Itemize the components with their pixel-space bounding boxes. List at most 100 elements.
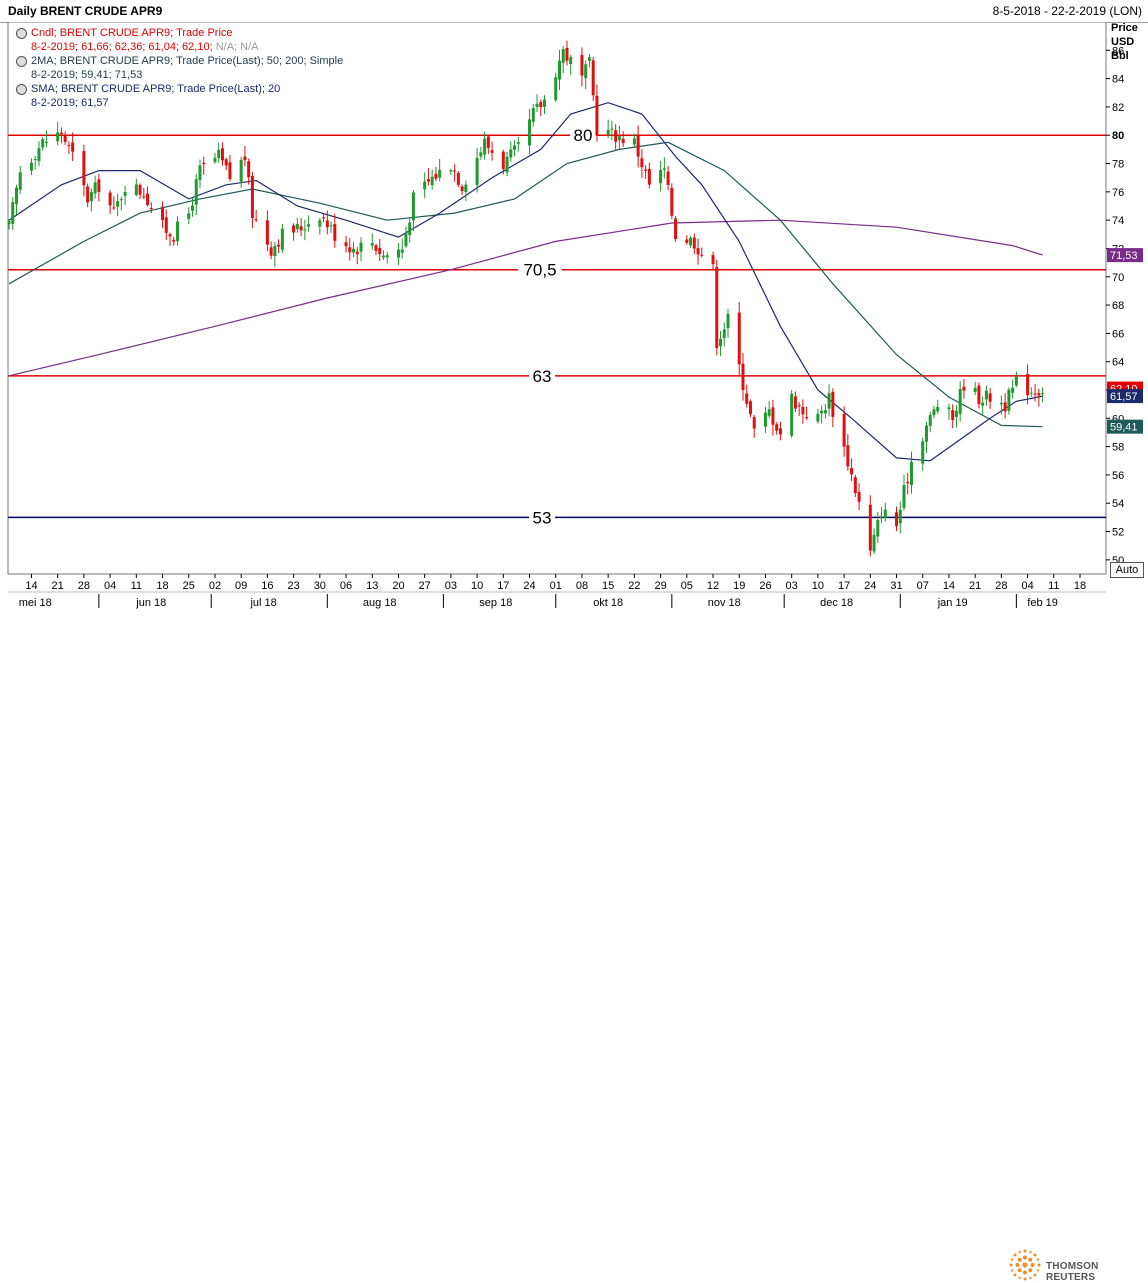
y-unit-usd: USD xyxy=(1111,36,1134,48)
candle-down xyxy=(490,150,494,153)
candle-up xyxy=(359,242,363,252)
candle-down xyxy=(775,424,779,431)
candle-up xyxy=(41,139,45,148)
candle-up xyxy=(722,329,726,339)
ma-toggle-icon[interactable] xyxy=(16,55,27,67)
candle-down xyxy=(868,504,872,551)
candle-down xyxy=(322,217,326,219)
plot-area xyxy=(7,22,1107,575)
x-tick-label: 04 xyxy=(104,580,116,592)
x-tick-label: 18 xyxy=(1074,580,1086,592)
x-tick-label: 28 xyxy=(78,580,90,592)
x-tick-label: 15 xyxy=(602,580,614,592)
candle-up xyxy=(876,519,880,537)
candle-up xyxy=(404,233,408,247)
y-tick-label: 64 xyxy=(1112,357,1124,369)
candle-up xyxy=(198,165,202,181)
candle-down xyxy=(142,196,146,198)
candle-down xyxy=(149,208,153,210)
candle-down xyxy=(565,47,569,61)
y-unit-price: Price xyxy=(1111,22,1138,34)
moving-average-lines xyxy=(8,102,1043,462)
candle-up xyxy=(689,237,693,246)
y-tick-label: 84 xyxy=(1112,74,1124,86)
candle-up xyxy=(411,192,415,221)
candle-down xyxy=(168,234,172,237)
candle-up xyxy=(190,205,194,211)
candle-down xyxy=(685,239,689,243)
candle-down xyxy=(325,220,329,228)
candle-down xyxy=(501,151,505,169)
y-tick-label: 82 xyxy=(1112,102,1124,114)
x-tick-label: 14 xyxy=(25,580,37,592)
level-label-bg xyxy=(529,508,555,527)
chart-legend: Cndl; BRENT CRUDE APR9; Trade Price 8-2-… xyxy=(16,26,343,110)
candle-down xyxy=(172,239,176,242)
candle-down xyxy=(164,217,168,233)
level-label-bg xyxy=(518,260,562,279)
price-tag-bg xyxy=(1107,248,1143,263)
x-tick-label: 27 xyxy=(419,580,431,592)
legend-ma-title: 2MA; BRENT CRUDE APR9; Trade Price(Last)… xyxy=(31,55,344,67)
candle-down xyxy=(700,254,704,256)
candle-down xyxy=(97,179,101,192)
candle-up xyxy=(370,243,374,246)
candle-down xyxy=(333,224,337,241)
candle-down xyxy=(752,417,756,429)
y-tick-label: 70 xyxy=(1112,272,1124,284)
candle-down xyxy=(748,401,752,415)
candle-down xyxy=(778,428,782,435)
brand-name: THOMSON REUTERS xyxy=(1046,1261,1099,1283)
footer: THOMSON REUTERS xyxy=(0,620,1148,1283)
level-label-bg xyxy=(570,126,596,145)
candles-toggle-icon[interactable] xyxy=(16,27,27,39)
level-label: 80 xyxy=(574,126,593,145)
candle-up xyxy=(557,60,561,80)
candle-up xyxy=(719,338,723,347)
candle-down xyxy=(831,391,835,417)
month-label: nov 18 xyxy=(708,597,741,609)
candlesticks xyxy=(7,40,1045,557)
candle-down xyxy=(805,417,809,419)
candle-up xyxy=(408,222,412,236)
sma-toggle-icon[interactable] xyxy=(16,83,27,95)
y-tick-label: 66 xyxy=(1112,328,1124,340)
y-unit-bbl: Bbl xyxy=(1111,50,1129,62)
price-tag-label: 71,53 xyxy=(1110,250,1138,262)
candle-down xyxy=(344,242,348,247)
x-tick-label: 23 xyxy=(287,580,299,592)
candle-up xyxy=(1014,376,1018,386)
candle-down xyxy=(580,54,584,76)
candle-down xyxy=(771,407,775,425)
legend-ma[interactable]: 2MA; BRENT CRUDE APR9; Trade Price(Last)… xyxy=(16,54,343,68)
auto-scale-button[interactable]: Auto xyxy=(1110,562,1144,578)
candle-up xyxy=(217,149,221,158)
candle-up xyxy=(329,225,333,227)
candle-down xyxy=(86,186,90,203)
candle-down xyxy=(640,158,644,168)
candle-down xyxy=(228,162,232,179)
candle-up xyxy=(318,220,322,227)
x-tick-label: 24 xyxy=(864,580,876,592)
candle-down xyxy=(254,219,258,221)
candle-down xyxy=(670,187,674,216)
candle-up xyxy=(479,152,483,157)
x-tick-label: 29 xyxy=(654,580,666,592)
candle-up xyxy=(880,517,884,519)
legend-candles[interactable]: Cndl; BRENT CRUDE APR9; Trade Price xyxy=(16,26,343,40)
legend-sma[interactable]: SMA; BRENT CRUDE APR9; Trade Price(Last)… xyxy=(16,82,343,96)
candle-up xyxy=(947,407,951,410)
candle-up xyxy=(475,157,479,185)
candle-down xyxy=(801,406,805,415)
x-tick-label: 14 xyxy=(943,580,955,592)
x-tick-label: 06 xyxy=(340,580,352,592)
x-tick-label: 31 xyxy=(890,580,902,592)
x-tick-label: 24 xyxy=(523,580,535,592)
candle-up xyxy=(662,168,666,170)
legend-candles-ohlc: 8-2-2019; 61,66; 62,36; 61,04; 62,10; xyxy=(31,41,213,53)
level-label: 63 xyxy=(533,367,552,386)
candle-up xyxy=(924,425,928,442)
candle-up xyxy=(307,224,311,227)
